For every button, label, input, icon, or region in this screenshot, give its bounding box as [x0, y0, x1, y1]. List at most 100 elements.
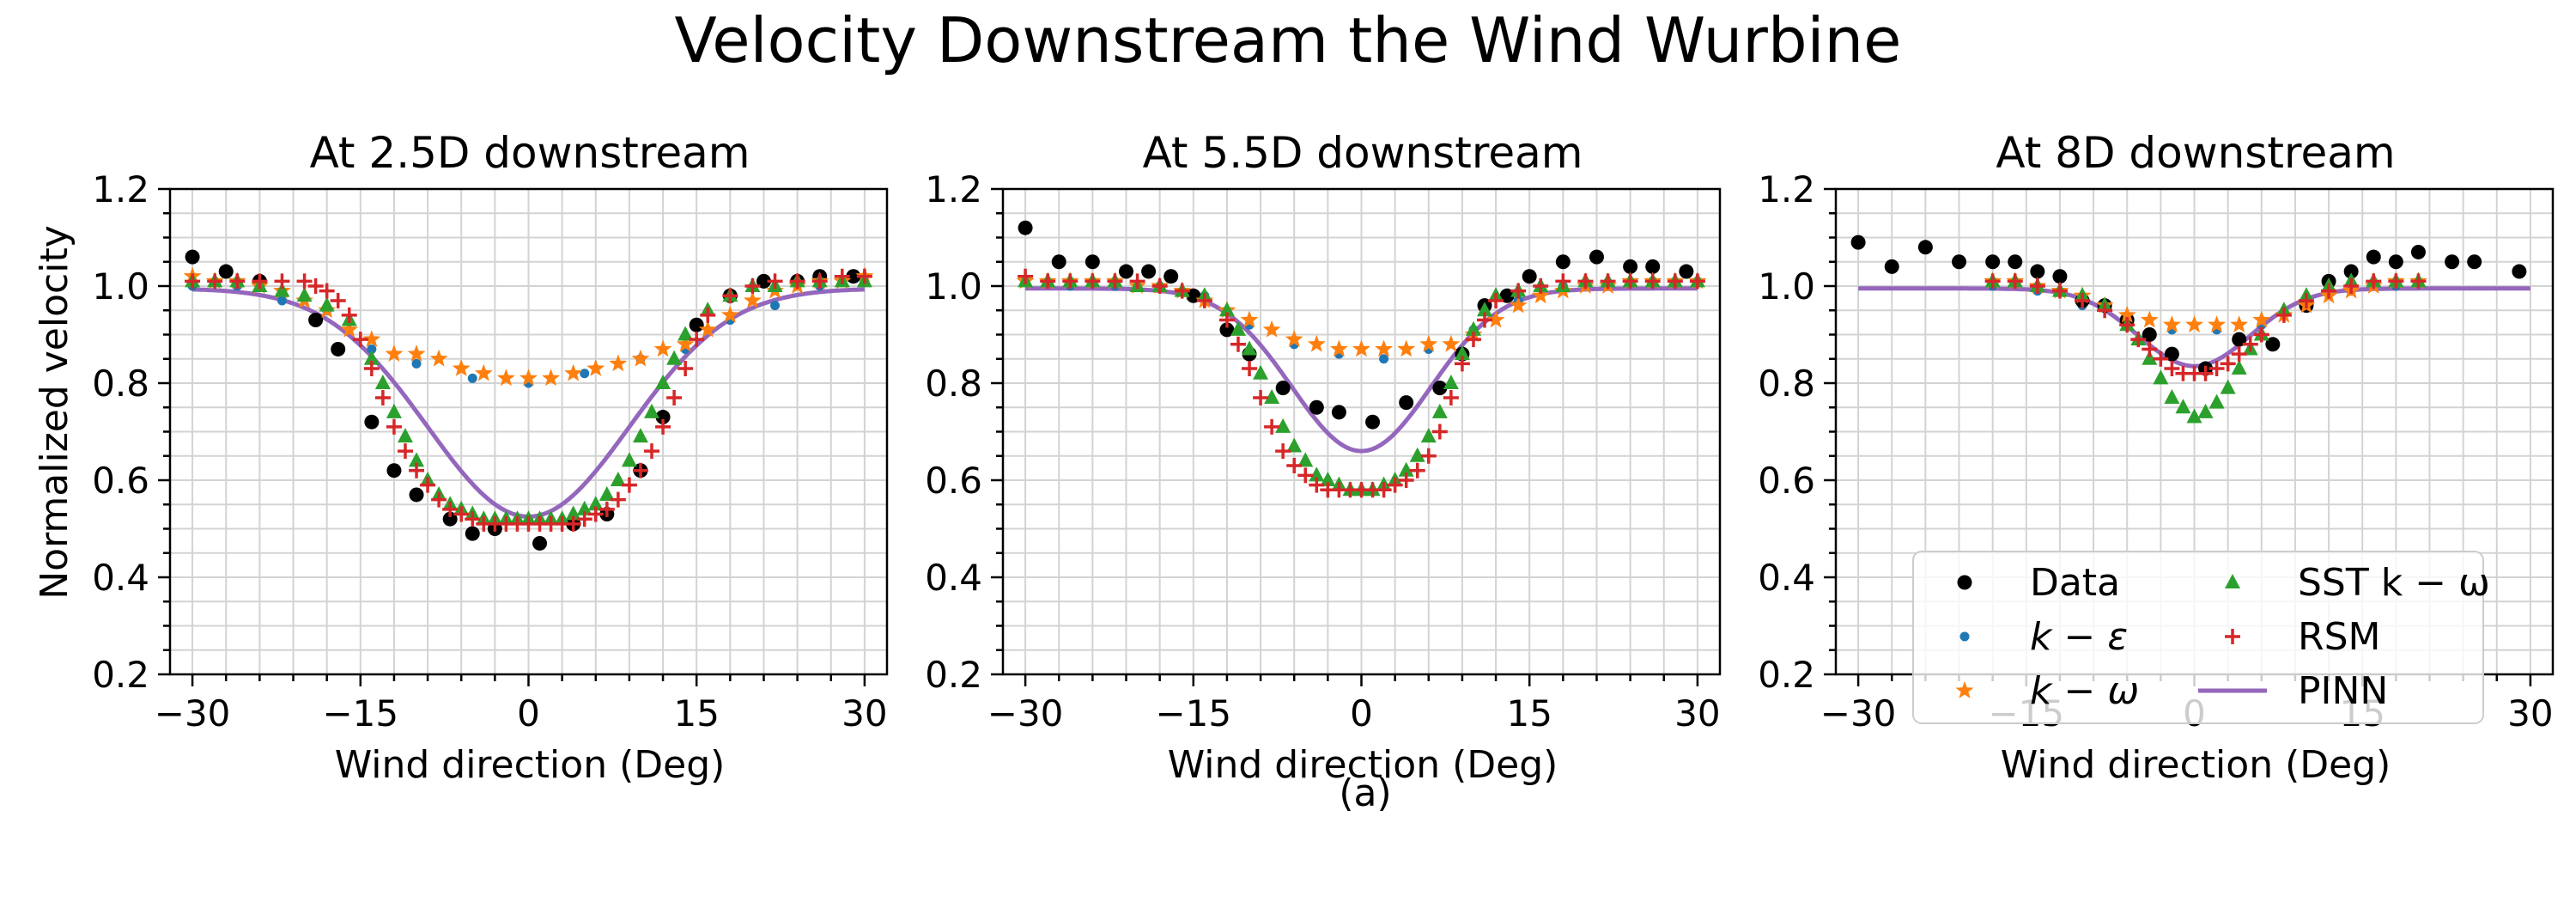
point-data [2512, 264, 2527, 279]
point-k-omega [407, 344, 426, 362]
x-tick-label: −15 [1155, 692, 1231, 734]
point-k-epsilon [580, 369, 590, 379]
point-rsm [1555, 273, 1571, 289]
point-sst [2164, 388, 2180, 404]
point-data [1917, 240, 1933, 255]
point-rsm [1084, 273, 1101, 289]
point-data [1309, 399, 1324, 415]
point-rsm [1465, 332, 1481, 348]
x-tick-label: −30 [1820, 692, 1897, 734]
point-sst [296, 287, 313, 302]
point-k-omega [1531, 286, 1550, 304]
point-rsm [185, 273, 201, 289]
point-rsm [2153, 350, 2169, 367]
point-rsm [330, 292, 346, 308]
point-sst [644, 403, 660, 418]
point-rsm [2119, 317, 2136, 333]
point-rsm [655, 418, 671, 435]
point-rsm [598, 501, 615, 517]
point-rsm [397, 443, 413, 460]
point-k-omega [340, 320, 359, 338]
point-data [1399, 395, 1414, 411]
point-rsm [1667, 273, 1683, 289]
point-rsm [1174, 283, 1190, 299]
point-rsm [2366, 273, 2382, 289]
point-data [2008, 254, 2023, 270]
point-k-omega [2162, 315, 2181, 333]
point-k-omega [385, 344, 404, 362]
point-data [386, 463, 402, 478]
point-rsm [1309, 477, 1325, 493]
x-tick-label: −30 [987, 692, 1064, 734]
x-tick-label: 30 [1674, 692, 1720, 734]
series-rsm [1984, 273, 2427, 381]
plot-marks [1850, 235, 2530, 424]
point-k-omega [698, 320, 717, 338]
y-tick-label: 0.6 [92, 460, 149, 502]
point-data [1522, 269, 1537, 284]
point-data [1589, 249, 1604, 265]
y-tick-label: 0.4 [1758, 557, 1815, 599]
x-axis-label: Wind direction (Deg) [2001, 743, 2391, 787]
point-sst [1297, 452, 1314, 467]
point-sst [409, 452, 425, 467]
point-sst [1264, 388, 1280, 404]
point-rsm [744, 278, 761, 294]
point-data [1141, 264, 1157, 279]
point-sst [2186, 408, 2202, 424]
point-data [1850, 235, 1866, 250]
point-k-omega [2140, 310, 2159, 328]
point-rsm [2388, 273, 2404, 289]
point-data [308, 313, 324, 328]
point-data [1555, 254, 1571, 270]
point-data [2052, 269, 2068, 284]
point-rsm [307, 278, 324, 294]
point-k-omega [653, 339, 672, 357]
point-data [1623, 259, 1638, 274]
point-sst [598, 485, 615, 501]
legend-label-k-omega: k − ω [2030, 669, 2139, 713]
point-data [1018, 220, 1033, 235]
point-data [2265, 337, 2281, 352]
legend-entry-sst: SST k − ω [2225, 561, 2490, 605]
point-sst [363, 350, 380, 365]
point-rsm [1533, 278, 1549, 294]
legend-entry-k-omega: k − ω [1955, 669, 2139, 713]
point-k-omega [609, 354, 628, 372]
point-rsm [341, 307, 357, 323]
point-sst [2231, 360, 2247, 375]
point-rsm [1107, 273, 1123, 289]
point-rsm [1488, 292, 1504, 308]
point-sst [1242, 340, 1258, 356]
legend-label-pinn: PINN [2298, 669, 2388, 713]
point-rsm [1984, 273, 2001, 289]
point-rsm [1286, 458, 1303, 474]
point-rsm [1477, 312, 1493, 328]
legend-symbol-k-epsilon [1959, 631, 1970, 642]
point-rsm [767, 273, 783, 289]
point-data [1219, 322, 1235, 338]
point-data [331, 341, 346, 357]
point-k-epsilon [367, 344, 377, 354]
point-rsm [2231, 346, 2247, 363]
point-rsm [2130, 332, 2147, 348]
point-rsm [1062, 273, 1078, 289]
y-tick-label: 0.4 [925, 557, 982, 599]
point-rsm [1600, 273, 1616, 289]
y-tick-label: 1.2 [925, 168, 982, 210]
point-data [1163, 269, 1179, 284]
legend-entry-rsm: RSM [2225, 615, 2380, 659]
legend-frame [1912, 551, 2484, 724]
point-sst [2175, 399, 2191, 414]
panel-title: At 5.5D downstream [1143, 128, 1583, 178]
point-rsm [644, 443, 660, 460]
x-tick-label: 30 [841, 692, 887, 734]
point-k-omega [676, 334, 695, 352]
point-k-omega [744, 290, 762, 308]
point-sst [319, 296, 335, 312]
point-rsm [431, 491, 447, 508]
point-k-omega [2252, 310, 2271, 328]
point-rsm [2051, 283, 2068, 299]
point-rsm [1218, 312, 1235, 328]
point-k-epsilon [467, 373, 477, 383]
